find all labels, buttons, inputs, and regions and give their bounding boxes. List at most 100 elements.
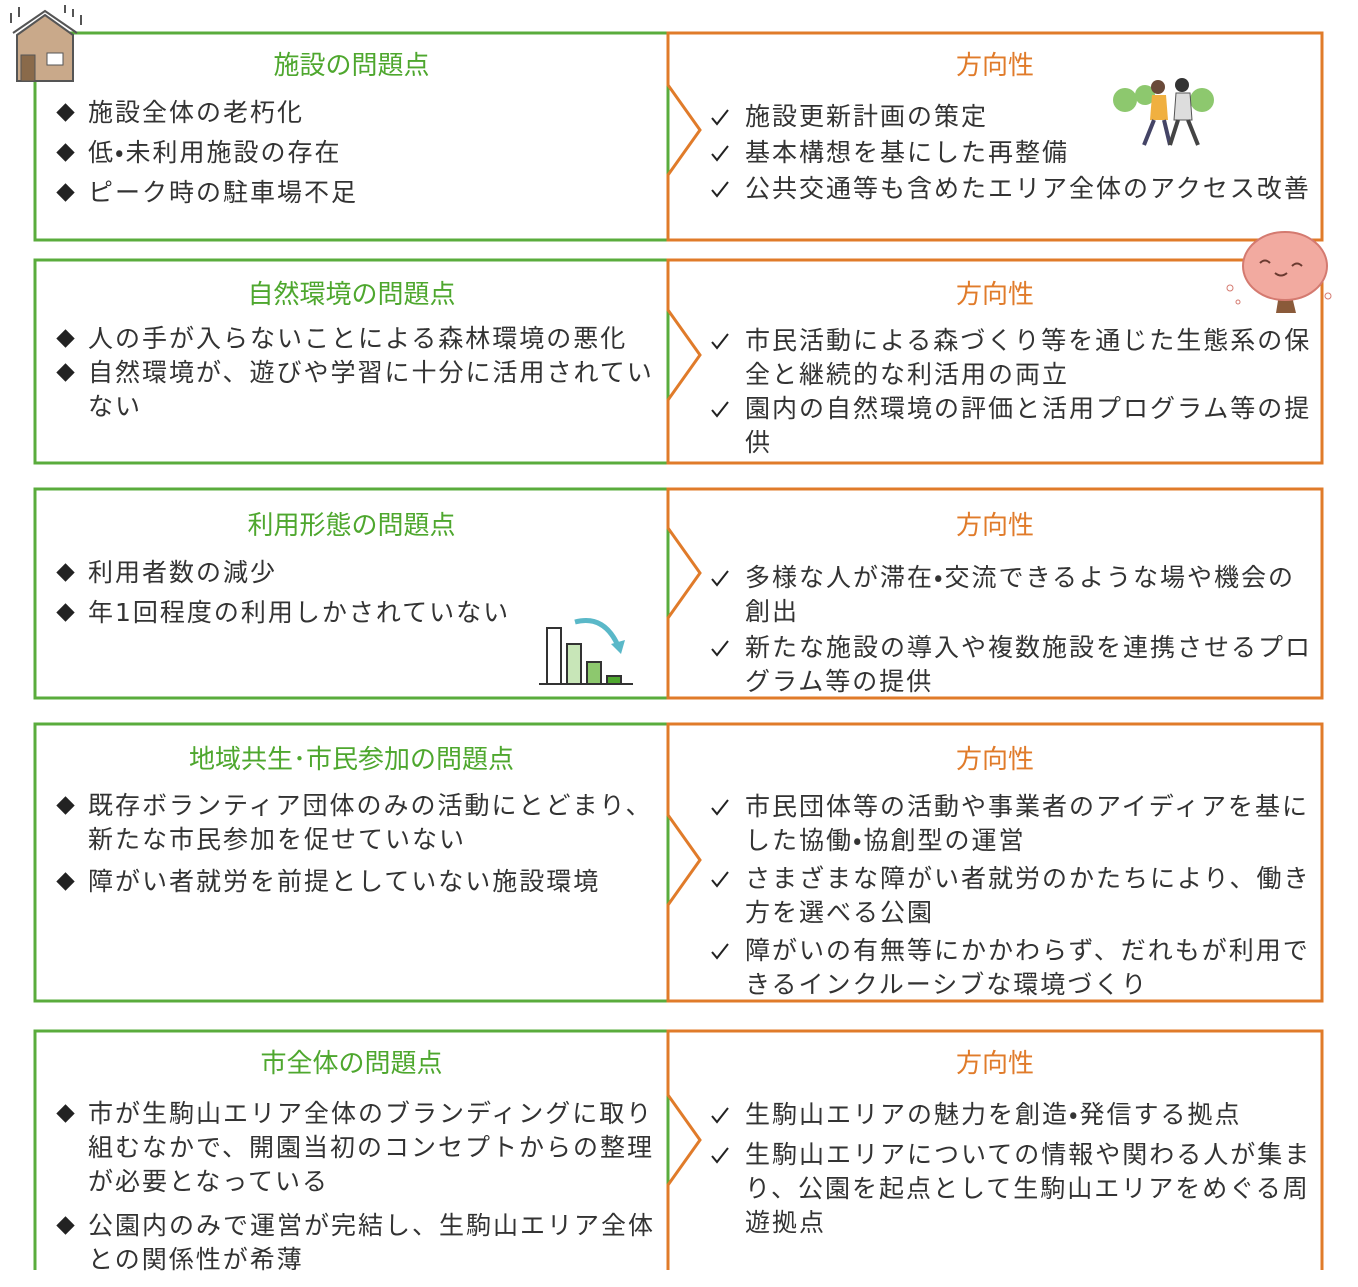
- direction-item: 市民活動による森づくり等を通じた生態系の保全と継続的な利活用の両立: [711, 324, 1320, 392]
- direction-item: 市民団体等の活動や事業者のアイディアを基にした協働・協創型の運営: [711, 790, 1320, 858]
- tree-icon: [1226, 231, 1332, 313]
- check-mark: [711, 871, 729, 888]
- check-bullet: [711, 871, 729, 888]
- check-mark: [711, 109, 729, 126]
- check-bullet: [711, 109, 729, 126]
- direction-text: 市民団体等の活動や事業者のアイディアを基にした協働・協創型の運営: [745, 792, 1310, 855]
- check-bullet: [711, 181, 729, 198]
- direction-title: 方向性: [955, 511, 1034, 541]
- problem-text: 市が生駒山エリア全体のブランディングに取り組むなかで、開園当初のコンセプトからの…: [88, 1099, 655, 1196]
- direction-title: 方向性: [955, 1049, 1034, 1079]
- direction-list: 生駒山エリアの魅力を創造・発信する拠点生駒山エリアについての情報や関わる人が集ま…: [711, 1098, 1320, 1246]
- direction-text: 多様な人が滞在・交流できるような場や機会の創出: [745, 563, 1296, 626]
- check-bullet: [711, 1107, 729, 1124]
- problem-box: [33, 722, 670, 1003]
- problem-list: 人の手が入らないことによる森林環境の悪化自然環境が、遊びや学習に十分に活用されて…: [56, 322, 663, 424]
- direction-text: 公共交通等も含めたエリア全体のアクセス改善: [745, 174, 1311, 203]
- direction-list: 市民団体等の活動や事業者のアイディアを基にした協働・協創型の運営 さまざまな障がい…: [711, 790, 1320, 1006]
- direction-text: 市民活動による森づくり等を通じた生態系の保全と継続的な利活用の両立: [745, 326, 1312, 389]
- check-mark: [711, 181, 729, 198]
- house-icon: [10, 5, 82, 82]
- check-bullet: [711, 1147, 729, 1164]
- problem-title: 自然環境の問題点: [247, 280, 456, 310]
- check-mark: [711, 640, 729, 657]
- problem-box: [33, 31, 670, 242]
- problem-text: 低・未利用施設の存在: [88, 138, 342, 167]
- problem-item: 公園内のみで運営が完結し、生駒山エリア全体との関係性が希薄: [56, 1209, 663, 1277]
- direction-item: 基本構想を基にした再整備: [711, 136, 1320, 170]
- direction-box: [666, 1029, 1324, 1270]
- direction-item: 新たな施設の導入や複数施設を連携させるプログラム等の提供: [711, 631, 1320, 699]
- problem-list: 施設全体の老朽化低・未利用施設の存在 ピーク時の駐車場不足: [56, 96, 663, 216]
- check-bullet: [711, 799, 729, 816]
- problem-list: 利用者数の減少年1回程度の利用しかされていない: [56, 556, 663, 636]
- direction-text: 基本構想を基にした再整備: [745, 138, 1070, 167]
- decline-chart-icon: [539, 618, 633, 685]
- walkers-icon: [1113, 78, 1214, 146]
- check-mark: [711, 570, 729, 587]
- problem-text: 年1回程度の利用しかされていない: [88, 598, 511, 627]
- direction-item: さまざまな障がい者就労のかたちにより、働き方を選べる公園: [711, 862, 1320, 930]
- check-bullet: [711, 401, 729, 418]
- direction-item: 多様な人が滞在・交流できるような場や機会の創出: [711, 561, 1320, 629]
- check-mark: [711, 333, 729, 350]
- problem-text: 利用者数の減少: [88, 558, 278, 587]
- direction-title: 方向性: [955, 745, 1034, 775]
- direction-title: 方向性: [955, 280, 1034, 310]
- check-mark: [711, 401, 729, 418]
- direction-item: 生駒山エリアについての情報や関わる人が集まり、公園を起点として生駒山エリアをめぐ…: [711, 1138, 1320, 1240]
- check-mark: [711, 145, 729, 162]
- problem-title: 市全体の問題点: [260, 1049, 443, 1079]
- problem-title: 利用形態の問題点: [247, 511, 456, 541]
- direction-text: 新たな施設の導入や複数施設を連携させるプログラム等の提供: [745, 633, 1313, 696]
- check-bullet: [711, 145, 729, 162]
- problem-title: 地域共生･市民参加の問題点: [188, 745, 514, 775]
- problem-item: 自然環境が、遊びや学習に十分に活用されていない: [56, 356, 663, 424]
- direction-title: 方向性: [955, 51, 1034, 81]
- direction-text: 生駒山エリアの魅力を創造・発信する拠点: [745, 1100, 1242, 1129]
- direction-text: 生駒山エリアについての情報や関わる人が集まり、公園を起点として生駒山エリアをめぐ…: [745, 1140, 1312, 1237]
- direction-item: 障がいの有無等にかかわらず、だれもが利用できるインクルーシブな環境づくり: [711, 934, 1320, 1002]
- problem-item: 低・未利用施設の存在: [56, 136, 663, 170]
- check-bullet: [711, 640, 729, 657]
- problem-item: 障がい者就労を前提としていない施設環境: [56, 865, 663, 899]
- direction-text: さまざまな障がい者就労のかたちにより、働き方を選べる公園: [745, 864, 1311, 927]
- problem-text: ピーク時の駐車場不足: [88, 178, 359, 207]
- problem-item: 利用者数の減少: [56, 556, 663, 590]
- problem-box: [33, 487, 670, 700]
- check-bullet: [711, 570, 729, 587]
- direction-list: 施設更新計画の策定基本構想を基にした再整備公共交通等も含めたエリア全体のアクセス…: [711, 100, 1320, 208]
- direction-box: [666, 487, 1324, 700]
- direction-box: [666, 258, 1324, 465]
- problem-item: 施設全体の老朽化: [56, 96, 663, 130]
- direction-box: [666, 722, 1324, 1003]
- problem-text: 障がい者就労を前提としていない施設環境: [88, 867, 601, 896]
- problem-item: 年1回程度の利用しかされていない: [56, 596, 663, 630]
- check-bullet: [711, 333, 729, 350]
- direction-item: 施設更新計画の策定: [711, 100, 1320, 134]
- direction-text: 施設更新計画の策定: [745, 102, 989, 131]
- direction-item: 公共交通等も含めたエリア全体のアクセス改善: [711, 172, 1320, 206]
- problem-box: [33, 258, 670, 465]
- problem-list: 市が生駒山エリア全体のブランディングに取り組むなかで、開園当初のコンセプトからの…: [56, 1097, 663, 1287]
- direction-item: 生駒山エリアの魅力を創造・発信する拠点: [711, 1098, 1320, 1132]
- problem-item: 既存ボランティア団体のみの活動にとどまり、新たな市民参加を促せていない: [56, 789, 663, 857]
- direction-item: 園内の自然環境の評価と活用プログラム等の提供: [711, 392, 1320, 460]
- problem-item: 人の手が入らないことによる森林環境の悪化: [56, 322, 663, 356]
- problem-item: 市が生駒山エリア全体のブランディングに取り組むなかで、開園当初のコンセプトからの…: [56, 1097, 663, 1199]
- check-mark: [711, 1147, 729, 1164]
- problem-text: 人の手が入らないことによる森林環境の悪化: [88, 324, 628, 353]
- check-mark: [711, 1107, 729, 1124]
- direction-list: 市民活動による森づくり等を通じた生態系の保全と継続的な利活用の両立 園内の自然環境…: [711, 324, 1320, 460]
- direction-list: 多様な人が滞在・交流できるような場や機会の創出 新たな施設の導入や複数施設を連携さ…: [711, 561, 1320, 701]
- problem-text: 公園内のみで運営が完結し、生駒山エリア全体との関係性が希薄: [88, 1211, 656, 1274]
- problem-text: 施設全体の老朽化: [88, 98, 305, 127]
- check-mark: [711, 799, 729, 816]
- direction-text: 園内の自然環境の評価と活用プログラム等の提供: [745, 394, 1312, 457]
- problem-text: 既存ボランティア団体のみの活動にとどまり、新たな市民参加を促せていない: [88, 791, 653, 854]
- problem-title: 施設の問題点: [273, 51, 430, 81]
- problem-box: [33, 1029, 670, 1270]
- problem-text: 自然環境が、遊びや学習に十分に活用されていない: [88, 358, 654, 421]
- direction-text: 障がいの有無等にかかわらず、だれもが利用できるインクルーシブな環境づくり: [745, 936, 1310, 999]
